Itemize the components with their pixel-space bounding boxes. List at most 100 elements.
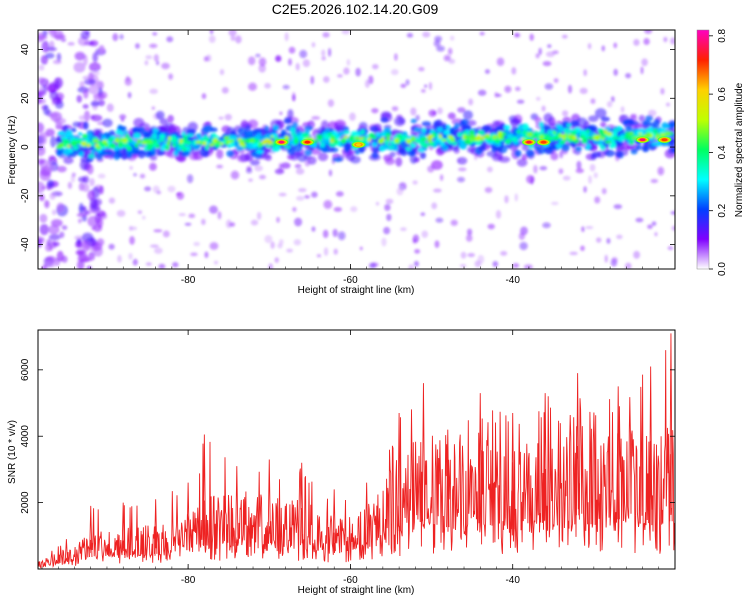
spectrogram-noise-cell <box>545 51 555 58</box>
spectrogram-noise-cell <box>613 204 623 210</box>
spectrogram-noise-cell <box>435 217 444 223</box>
spectrogram-noise-cell <box>292 207 297 212</box>
spectrogram-ridge-cell <box>582 137 588 143</box>
spectrogram-ridge-cell <box>384 141 389 146</box>
spectrogram-ridge-cell <box>629 131 634 136</box>
spectrogram-ridge-cell <box>611 141 617 147</box>
spectrogram-ridge-cell <box>159 134 166 140</box>
spectrogram-noise-cell <box>156 60 160 66</box>
spectrogram-ridge-cell <box>552 130 557 135</box>
spectrogram-ridge-cell <box>119 131 125 137</box>
spectrogram-ridge-cell <box>427 134 434 140</box>
colorbar-ticks: 0.0 0.2 0.4 0.6 0.8 <box>709 28 728 276</box>
spectrogram-ridge-cell <box>516 158 528 167</box>
spectrogram-noise-cell <box>293 239 302 246</box>
spectrogram-ridge-cell <box>446 124 451 130</box>
spectrogram-ridge-cell <box>522 123 529 130</box>
spectrogram-ridge-cell <box>316 134 323 141</box>
spectrogram-noise-cell <box>139 173 146 179</box>
spectrogram-noise-cell <box>132 258 138 266</box>
spectrogram-ridge-cell <box>72 121 82 128</box>
spectrogram-ridge-cell <box>371 141 378 147</box>
spectrogram-noise-column-cell <box>51 209 57 216</box>
spectrogram-ridge-cell <box>247 119 259 129</box>
spectrogram-ridge-cell <box>381 131 386 138</box>
spectrogram-noise-cell <box>610 96 615 103</box>
spectrogram-ridge-cell <box>126 146 133 152</box>
spectrogram-noise-column-cell <box>44 261 57 268</box>
spectrogram-noise-column-cell <box>44 163 56 173</box>
spectrogram-ridge-cell <box>265 133 272 139</box>
spectrogram-noise-cell <box>595 237 602 243</box>
spectrogram-ridge-cell <box>65 131 73 139</box>
spectrogram-ridge-cell <box>539 128 545 134</box>
spectrogram-noise-cell <box>541 105 546 112</box>
spectrogram-noise-cell <box>258 64 266 73</box>
spectrogram-noise-cell <box>193 241 201 247</box>
spectrogram-noise-cell <box>601 187 607 195</box>
spectrogram-noise-cell <box>390 68 399 76</box>
spectrogram-noise-cell <box>405 79 410 86</box>
spectrogram-noise-column-cell <box>82 75 95 81</box>
spectrogram-noise-cell <box>248 82 258 91</box>
spectrogram-noise-cell <box>436 45 445 52</box>
spectrogram-noise-cell <box>477 254 485 264</box>
spectrogram-ridge-cell <box>419 152 427 160</box>
spectrogram-ridge-cell <box>497 132 501 137</box>
spectrogram-ridge-cell <box>642 146 650 153</box>
spectrogram-ridge-cell <box>614 150 622 158</box>
spectrogram-ridge-cell <box>83 121 89 130</box>
spectrogram-ridge-cell <box>421 121 432 127</box>
spectrogram-noise-cell <box>579 87 588 95</box>
snr-peak-spike <box>421 383 426 522</box>
spectrogram-noise-cell <box>276 216 280 223</box>
spectrogram-noise-cell <box>209 242 219 250</box>
spectrogram-noise-cell <box>465 234 473 242</box>
spectrogram-noise-cell <box>323 247 329 256</box>
spectrogram-noise-cell <box>437 107 443 115</box>
snr-y-ticks: 6000 4000 2000 <box>20 358 675 514</box>
spectrogram-noise-cell <box>616 234 623 240</box>
spectrogram-ridge-cell <box>202 141 207 146</box>
spectrogram-noise-cell <box>587 43 592 50</box>
spectrogram-ridge-cell <box>394 137 399 144</box>
spectrogram-ridge-cell <box>159 118 169 125</box>
snr-peak-spike <box>669 333 673 522</box>
spectrogram-noise-cell <box>539 165 548 171</box>
spectrogram-noise-cell <box>230 170 240 180</box>
spectrogram-noise-cell <box>299 49 308 59</box>
spectrogram-ridge-cell <box>441 138 447 142</box>
spectrogram-ridge-cell <box>280 162 291 169</box>
spectrogram-peak <box>661 138 668 142</box>
snr-peak-spike <box>186 482 190 551</box>
spectrogram-noise-cell <box>647 224 653 230</box>
spectrogram-noise-cell <box>264 235 273 244</box>
spectrogram-noise-cell <box>500 251 508 256</box>
spectrogram-y-tick-label: 20 <box>20 92 31 104</box>
spectrogram-noise-cell <box>433 40 441 47</box>
spectrogram-ridge-cell <box>292 121 299 129</box>
spectrogram-noise-cell <box>116 210 126 217</box>
spectrogram-ridge-cell <box>380 117 389 123</box>
spectrogram-noise-cell <box>590 98 596 104</box>
spectrogram-ridge-cell <box>387 144 396 149</box>
spectrogram-ridge-cell <box>287 148 296 156</box>
spectrogram-ridge-cell <box>420 136 426 142</box>
spectrogram-noise-cell <box>294 217 303 227</box>
spectrogram-ridge-cell <box>431 160 443 170</box>
spectrogram-noise-cell <box>625 73 632 79</box>
spectrogram-ridge-cell <box>612 136 620 141</box>
spectrogram-noise-cell <box>333 207 343 212</box>
spectrogram-ridge-cell <box>406 140 411 144</box>
spectrogram-ridge-cell <box>383 128 391 134</box>
spectrogram-ridge-cell <box>66 144 71 148</box>
spectrogram-noise-column-cell <box>78 115 88 121</box>
spectrogram-noise-column-cell <box>88 251 96 261</box>
spectrogram-noise-column-cell <box>38 90 45 98</box>
spectrogram-ridge-cell <box>493 137 501 143</box>
spectrogram-noise-cell <box>588 175 592 184</box>
spectrogram-y-label: Frequency (Hz) <box>7 116 18 185</box>
spectrogram-ridge-cell <box>368 132 376 139</box>
snr-peak-spike <box>300 462 304 546</box>
spectrogram-noise-cell <box>428 81 433 90</box>
